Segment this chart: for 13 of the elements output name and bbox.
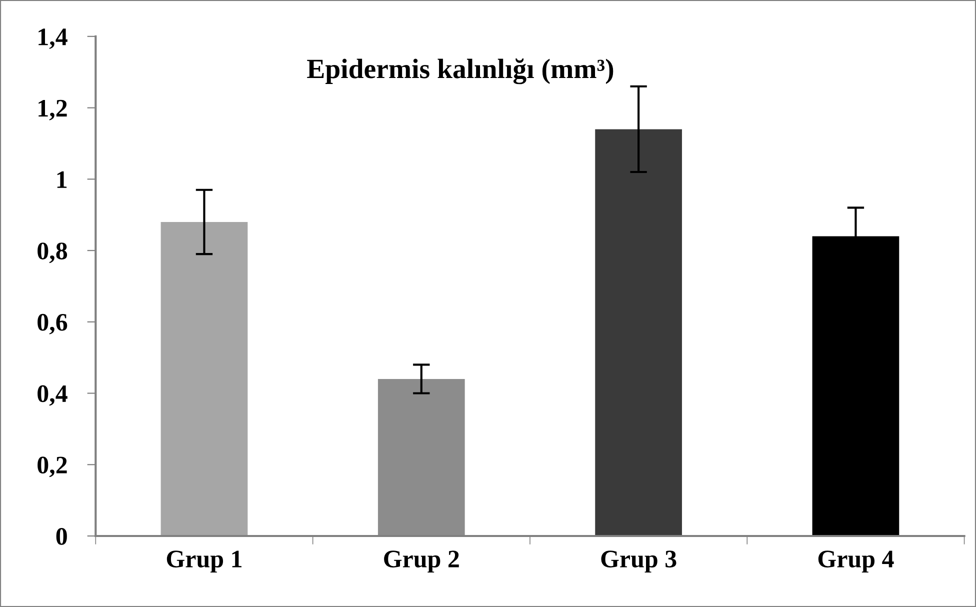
y-tick-label: 0,8 — [38, 242, 68, 264]
y-tick-label: 1,4 — [38, 28, 68, 49]
y-tick-label: 1,2 — [38, 100, 67, 120]
x-tick-label: Grup 4 — [818, 550, 894, 573]
y-tick-label: 0,6 — [38, 314, 68, 334]
y-tick-label: 0 — [56, 528, 67, 545]
y-tick-label: 0,2 — [38, 456, 67, 478]
x-tick-label: Grup 1 — [166, 550, 242, 573]
y-tick-label: 1 — [57, 171, 67, 188]
x-tick-label: Grup 2 — [384, 550, 459, 573]
text: Epidermis kalınlığı (mm³) — [307, 58, 614, 84]
y-tick-label: 0,4 — [38, 385, 68, 406]
x-tick-label: Grup 3 — [601, 550, 676, 573]
